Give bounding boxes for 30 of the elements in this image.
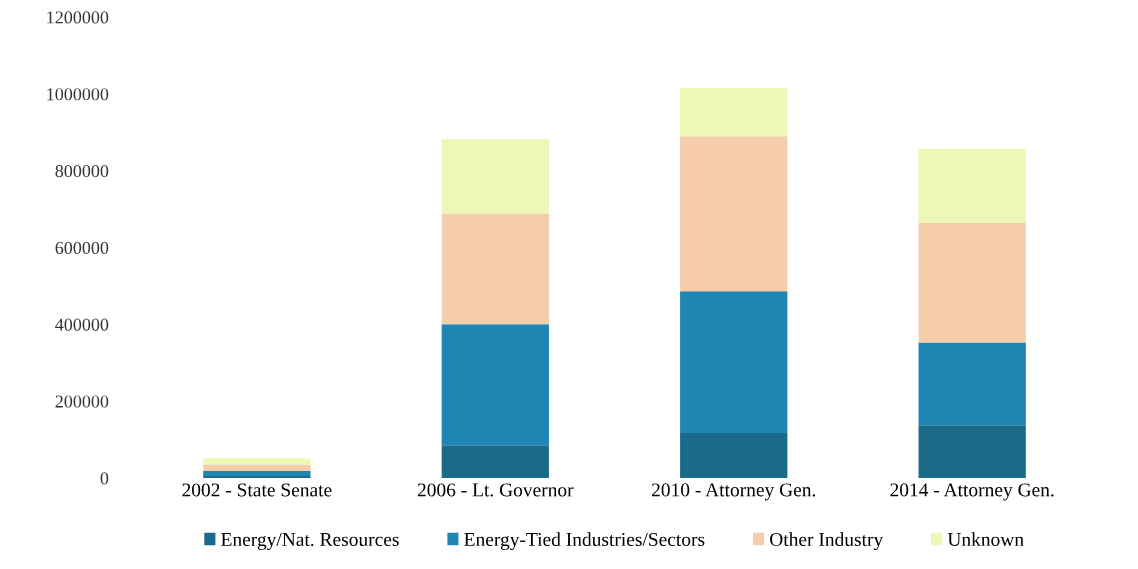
bar [441, 214, 549, 325]
x-tick-label: 2006 - Lt. Governor [417, 483, 574, 497]
x-tick-label: 2014 - Attorney Gen. [890, 483, 1054, 501]
bar [203, 458, 311, 465]
y-tick-label: 0 [100, 472, 109, 485]
bar [918, 222, 1026, 343]
bar [441, 445, 549, 478]
bar [918, 148, 1026, 223]
bar [203, 471, 311, 477]
bar [441, 324, 549, 446]
legend-label: Other Industry [770, 532, 884, 551]
x-tick-label: 2010 - Attorney Gen. [651, 483, 816, 501]
y-tick-label: 600000 [55, 241, 109, 254]
bar [918, 342, 1026, 426]
legend-label: Energy-Tied Industries/Sectors [464, 532, 705, 551]
y-tick-label: 1200000 [47, 11, 109, 24]
x-tick-label: 2002 - State Senate [182, 483, 332, 497]
bar [680, 136, 788, 292]
legend-label: Energy/Nat. Resources [221, 533, 399, 551]
y-tick-label: 400000 [55, 318, 109, 331]
bar [203, 464, 311, 472]
bar [441, 139, 549, 215]
bar [918, 425, 1026, 478]
y-tick-label: 200000 [55, 395, 109, 408]
y-tick-label: 1000000 [47, 88, 109, 101]
y-tick-label: 800000 [55, 164, 109, 178]
bar [680, 291, 788, 434]
legend-label: Unknown [947, 532, 1024, 547]
bar [680, 433, 788, 478]
bar [680, 87, 788, 137]
